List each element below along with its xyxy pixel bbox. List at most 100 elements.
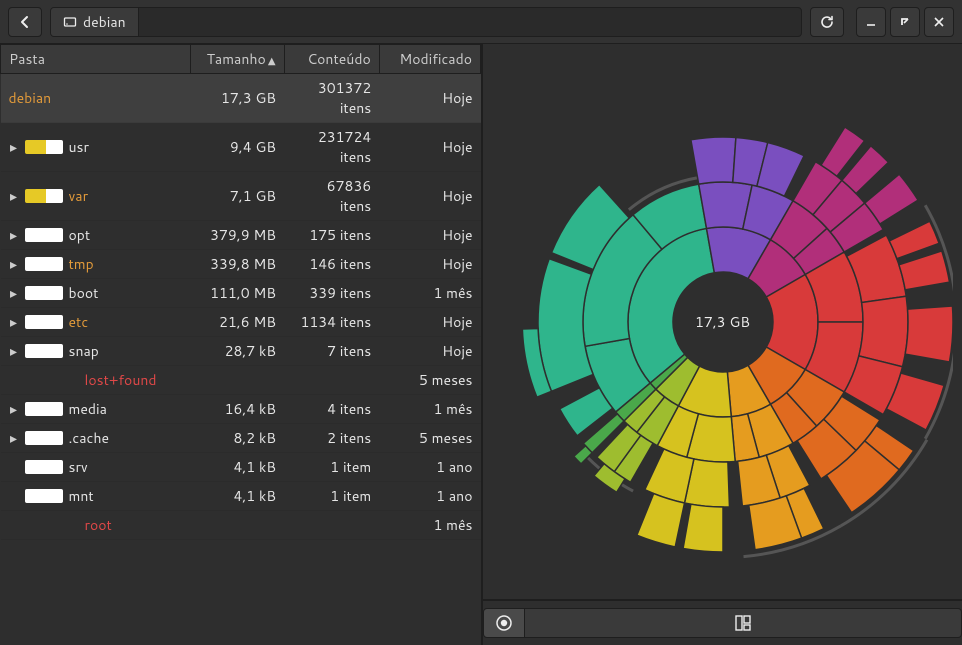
expander-icon[interactable]: ▸: [9, 428, 19, 448]
path-bar[interactable]: debian: [50, 7, 802, 37]
row-modified: Hoje: [379, 172, 480, 221]
treemap-icon: [734, 614, 752, 632]
row-modified: 5 meses: [379, 424, 480, 453]
minimize-icon: [865, 16, 877, 28]
table-row[interactable]: ▸etc21,6 MB1134 itensHoje: [1, 308, 481, 337]
root-modified: Hoje: [379, 74, 480, 123]
chart-segment[interactable]: [690, 137, 735, 184]
expander-icon[interactable]: ▸: [9, 341, 19, 361]
close-button[interactable]: [924, 7, 954, 37]
table-row[interactable]: ▸tmp339,8 MB146 itensHoje: [1, 250, 481, 279]
expander-icon[interactable]: ▸: [9, 137, 19, 157]
chart-segment[interactable]: [636, 493, 684, 546]
rings-icon: [495, 614, 513, 632]
row-modified: Hoje: [379, 250, 480, 279]
row-size: 111,0 MB: [191, 279, 284, 308]
row-size: 8,2 kB: [191, 424, 284, 453]
row-contents: 7 itens: [284, 337, 379, 366]
row-size: 4,1 kB: [191, 482, 284, 511]
folder-table: Pasta Tamanho▲ Conteúdo Modificado debia…: [0, 44, 481, 540]
row-name: etc: [69, 312, 89, 332]
maximize-button[interactable]: [890, 7, 920, 37]
expander-icon[interactable]: ▸: [9, 312, 19, 332]
col-header-folder[interactable]: Pasta: [1, 45, 191, 74]
minimize-button[interactable]: [856, 7, 886, 37]
chart-segment[interactable]: [644, 448, 693, 502]
row-name: usr: [69, 137, 89, 157]
row-size: [191, 511, 284, 540]
table-row[interactable]: ▸media16,4 kB4 itens1 mês: [1, 395, 481, 424]
row-size: [191, 366, 284, 395]
row-contents: 1 item: [284, 482, 379, 511]
path-segment-root[interactable]: debian: [51, 8, 139, 36]
root-size: 17,3 GB: [191, 74, 284, 123]
row-name: .cache: [69, 428, 110, 448]
color-swatch: [25, 315, 63, 329]
row-modified: Hoje: [379, 308, 480, 337]
row-name: opt: [69, 225, 91, 245]
row-name: mnt: [69, 486, 94, 506]
color-swatch: [25, 257, 63, 271]
col-header-size[interactable]: Tamanho▲: [191, 45, 284, 74]
table-row-root[interactable]: debian 17,3 GB 301372 itens Hoje: [1, 74, 481, 123]
sunburst-chart[interactable]: 17,3 GB: [483, 44, 962, 599]
chart-segment[interactable]: [898, 250, 949, 289]
table-row[interactable]: mnt 4,1 kB1 item1 ano: [1, 482, 481, 511]
row-contents: [284, 511, 379, 540]
row-modified: 1 ano: [379, 482, 480, 511]
table-row[interactable]: ▸.cache8,2 kB2 itens5 meses: [1, 424, 481, 453]
path-label: debian: [83, 12, 126, 32]
expander-icon[interactable]: ▸: [9, 283, 19, 303]
row-modified: Hoje: [379, 123, 480, 172]
back-button[interactable]: [8, 7, 42, 37]
row-size: 339,8 MB: [191, 250, 284, 279]
col-header-modified[interactable]: Modificado: [379, 45, 480, 74]
chart-segment[interactable]: [905, 305, 953, 361]
chart-toolbar: [483, 599, 962, 645]
expander-icon[interactable]: ▸: [9, 186, 19, 206]
row-modified: 1 mês: [379, 511, 480, 540]
expander-icon[interactable]: ▸: [9, 399, 19, 419]
color-swatch: [25, 228, 63, 242]
view-rings-button[interactable]: [483, 608, 525, 638]
chart-segment[interactable]: [858, 296, 907, 367]
sort-indicator-icon: ▲: [268, 54, 276, 68]
chart-segment[interactable]: [889, 221, 939, 259]
rescan-button[interactable]: [810, 7, 844, 37]
table-row[interactable]: ▸opt379,9 MB175 itensHoje: [1, 221, 481, 250]
row-size: 4,1 kB: [191, 453, 284, 482]
table-row[interactable]: ▸ usr 9,4 GB231724 itensHoje: [1, 123, 481, 172]
table-row[interactable]: ▸var7,1 GB67836 itensHoje: [1, 172, 481, 221]
row-contents: 339 itens: [284, 279, 379, 308]
row-contents: 4 itens: [284, 395, 379, 424]
row-contents: 146 itens: [284, 250, 379, 279]
col-header-contents[interactable]: Conteúdo: [284, 45, 379, 74]
maximize-icon: [899, 16, 911, 28]
row-size: 16,4 kB: [191, 395, 284, 424]
row-contents: 175 itens: [284, 221, 379, 250]
expander-icon[interactable]: ▸: [9, 254, 19, 274]
row-modified: Hoje: [379, 221, 480, 250]
expander-icon[interactable]: ▸: [9, 225, 19, 245]
color-swatch: [25, 489, 63, 503]
row-name: lost+found: [85, 370, 157, 390]
table-row[interactable]: ▸boot111,0 MB339 itens1 mês: [1, 279, 481, 308]
table-row[interactable]: srv4,1 kB1 item1 ano: [1, 453, 481, 482]
row-modified: Hoje: [379, 337, 480, 366]
view-treemap-button[interactable]: [525, 608, 962, 638]
arrow-left-icon: [18, 15, 32, 29]
chart-segment[interactable]: [683, 504, 723, 552]
color-swatch: [25, 344, 63, 358]
titlebar: debian: [0, 0, 962, 44]
table-row[interactable]: root1 mês: [1, 511, 481, 540]
color-swatch: [25, 460, 63, 474]
color-swatch: [25, 189, 63, 203]
folder-table-pane: Pasta Tamanho▲ Conteúdo Modificado debia…: [0, 44, 481, 645]
row-contents: 1134 itens: [284, 308, 379, 337]
table-row[interactable]: ▸snap28,7 kB7 itensHoje: [1, 337, 481, 366]
row-contents: 231724 itens: [284, 123, 379, 172]
table-row[interactable]: lost+found 5 meses: [1, 366, 481, 395]
row-modified: 5 meses: [379, 366, 480, 395]
row-size: 9,4 GB: [191, 123, 284, 172]
chart-center-label: 17,3 GB: [695, 312, 750, 332]
